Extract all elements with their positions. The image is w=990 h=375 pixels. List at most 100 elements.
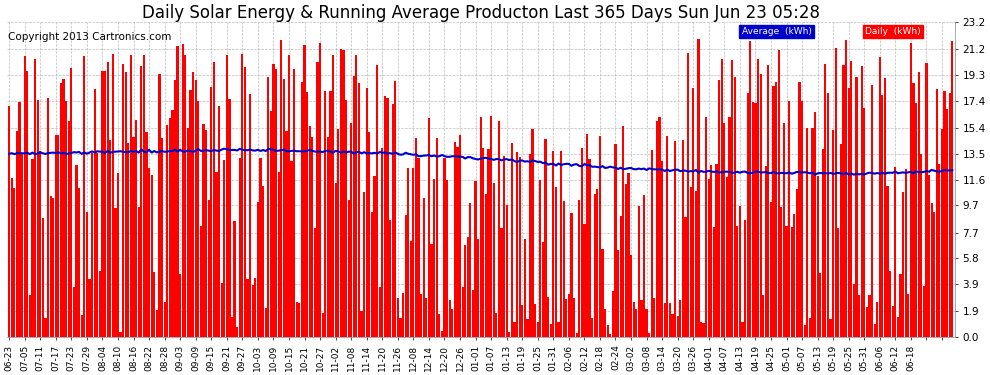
- Bar: [575, 333, 578, 337]
- Bar: [247, 279, 248, 337]
- Bar: [128, 143, 130, 337]
- Bar: [138, 207, 140, 337]
- Bar: [625, 184, 627, 337]
- Bar: [889, 271, 891, 337]
- Bar: [490, 116, 492, 337]
- Bar: [290, 160, 293, 337]
- Bar: [135, 120, 138, 337]
- Bar: [231, 317, 233, 337]
- Bar: [482, 148, 484, 337]
- Bar: [472, 290, 474, 337]
- Bar: [767, 64, 769, 337]
- Bar: [420, 294, 423, 337]
- Bar: [663, 303, 666, 337]
- Bar: [737, 226, 739, 337]
- Bar: [45, 318, 47, 337]
- Bar: [306, 93, 308, 337]
- Bar: [822, 148, 824, 337]
- Bar: [777, 50, 780, 337]
- Bar: [567, 294, 570, 337]
- Bar: [785, 226, 788, 337]
- Bar: [602, 249, 604, 337]
- Bar: [718, 80, 721, 337]
- Bar: [832, 130, 835, 337]
- Bar: [910, 43, 912, 337]
- Bar: [835, 48, 837, 337]
- Bar: [565, 300, 567, 337]
- Bar: [687, 53, 689, 337]
- Bar: [446, 180, 448, 337]
- Bar: [73, 287, 75, 337]
- Bar: [42, 218, 44, 337]
- Bar: [562, 201, 564, 337]
- Bar: [881, 95, 883, 337]
- Bar: [858, 295, 860, 337]
- Bar: [710, 165, 713, 337]
- Bar: [202, 124, 205, 337]
- Bar: [573, 298, 575, 337]
- Bar: [604, 309, 606, 337]
- Bar: [96, 153, 98, 337]
- Bar: [57, 135, 59, 337]
- Bar: [894, 167, 897, 337]
- Bar: [549, 324, 551, 337]
- Bar: [477, 239, 479, 337]
- Bar: [757, 60, 759, 337]
- Bar: [347, 200, 349, 337]
- Bar: [754, 103, 756, 337]
- Bar: [840, 144, 842, 337]
- Bar: [208, 200, 210, 337]
- Bar: [327, 137, 329, 337]
- Bar: [855, 77, 857, 337]
- Bar: [884, 78, 886, 337]
- Bar: [40, 151, 42, 337]
- Bar: [721, 59, 723, 337]
- Bar: [184, 55, 186, 337]
- Bar: [117, 172, 119, 337]
- Bar: [633, 302, 635, 337]
- Bar: [524, 240, 526, 337]
- Bar: [540, 180, 542, 337]
- Bar: [350, 123, 352, 337]
- Bar: [749, 41, 751, 337]
- Bar: [775, 82, 777, 337]
- Bar: [399, 318, 402, 337]
- Bar: [743, 220, 746, 337]
- Bar: [99, 271, 101, 337]
- Bar: [423, 198, 425, 337]
- Bar: [713, 227, 715, 337]
- Bar: [410, 241, 412, 337]
- Bar: [532, 129, 534, 337]
- Bar: [641, 300, 643, 337]
- Bar: [75, 165, 77, 337]
- Bar: [338, 129, 340, 337]
- Bar: [343, 50, 345, 337]
- Bar: [695, 191, 697, 337]
- Bar: [599, 136, 601, 337]
- Bar: [650, 150, 652, 337]
- Bar: [104, 71, 106, 337]
- Bar: [94, 89, 96, 337]
- Bar: [412, 168, 415, 337]
- Bar: [114, 208, 117, 337]
- Bar: [798, 81, 801, 337]
- Text: Daily  (kWh): Daily (kWh): [865, 27, 921, 36]
- Bar: [516, 152, 518, 337]
- Bar: [498, 121, 500, 337]
- Bar: [615, 144, 617, 337]
- Bar: [355, 55, 357, 337]
- Bar: [506, 206, 508, 337]
- Bar: [179, 274, 181, 337]
- Bar: [692, 88, 694, 337]
- Bar: [13, 189, 16, 337]
- Bar: [197, 101, 199, 337]
- Bar: [796, 189, 798, 337]
- Bar: [847, 88, 849, 337]
- Bar: [684, 217, 686, 337]
- Bar: [607, 325, 609, 337]
- Bar: [112, 54, 114, 337]
- Bar: [146, 132, 148, 337]
- Bar: [892, 306, 894, 337]
- Bar: [801, 101, 803, 337]
- Bar: [407, 168, 409, 337]
